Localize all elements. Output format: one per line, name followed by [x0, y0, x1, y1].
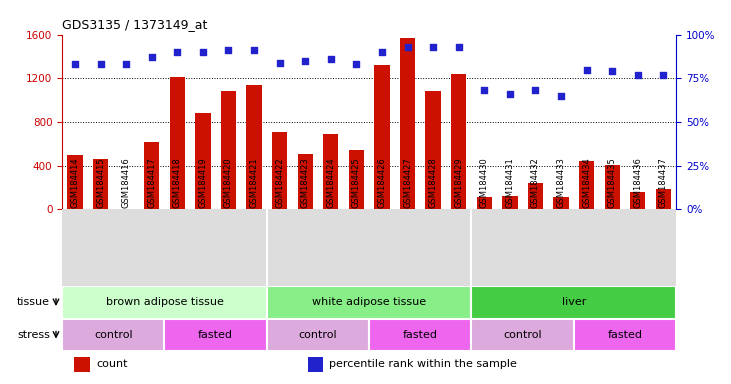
Bar [477, 197, 492, 209]
Point [658, 72, 670, 78]
Bar [93, 159, 108, 209]
Text: control: control [299, 330, 337, 340]
Bar [605, 164, 620, 209]
Text: white adipose tissue: white adipose tissue [312, 297, 426, 308]
Text: tissue: tissue [17, 297, 50, 308]
Bar [369, 319, 471, 351]
Bar [221, 91, 236, 209]
Text: fasted: fasted [403, 330, 438, 340]
Text: brown adipose tissue: brown adipose tissue [105, 297, 224, 308]
Bar [656, 189, 671, 209]
Bar [62, 319, 164, 351]
Point [478, 88, 490, 94]
Text: count: count [96, 359, 127, 369]
Text: liver: liver [561, 297, 586, 308]
Bar [400, 38, 415, 209]
Point [120, 61, 132, 67]
Bar [195, 113, 211, 209]
Point [249, 47, 260, 53]
Text: control: control [504, 330, 542, 340]
Point [197, 49, 209, 55]
Point [376, 49, 387, 55]
Point [145, 54, 158, 60]
Bar [272, 132, 287, 209]
Point [504, 91, 516, 97]
Point [171, 49, 183, 55]
Bar [425, 91, 441, 209]
Bar [349, 150, 364, 209]
Bar [170, 77, 185, 209]
Text: fasted: fasted [607, 330, 643, 340]
Bar [471, 319, 574, 351]
Text: fasted: fasted [198, 330, 233, 340]
Bar [451, 74, 466, 209]
Point [402, 44, 414, 50]
Point [581, 66, 593, 73]
Bar [323, 134, 338, 209]
Bar [471, 286, 676, 319]
Bar [553, 197, 569, 209]
Point [351, 61, 363, 67]
Bar [75, 357, 90, 372]
Bar [579, 161, 594, 209]
Bar [144, 142, 159, 209]
Bar [374, 65, 390, 209]
Point [632, 72, 644, 78]
Bar [502, 196, 518, 209]
Bar [308, 357, 323, 372]
Bar [267, 286, 471, 319]
Bar [528, 183, 543, 209]
Point [606, 68, 618, 74]
Text: percentile rank within the sample: percentile rank within the sample [329, 359, 517, 369]
Bar [164, 319, 267, 351]
Point [427, 44, 439, 50]
Text: stress: stress [17, 330, 50, 340]
Point [556, 93, 567, 99]
Text: control: control [94, 330, 132, 340]
Point [529, 88, 541, 94]
Point [222, 47, 234, 53]
Point [95, 61, 107, 67]
Point [325, 56, 336, 62]
Text: GDS3135 / 1373149_at: GDS3135 / 1373149_at [62, 18, 208, 31]
Bar [62, 286, 267, 319]
Bar [267, 319, 369, 351]
Bar [67, 155, 83, 209]
Bar [630, 192, 645, 209]
Point [69, 61, 81, 67]
Bar [298, 154, 313, 209]
Point [453, 44, 465, 50]
Point [300, 58, 311, 64]
Point [273, 60, 285, 66]
Bar [574, 319, 676, 351]
Bar [246, 85, 262, 209]
